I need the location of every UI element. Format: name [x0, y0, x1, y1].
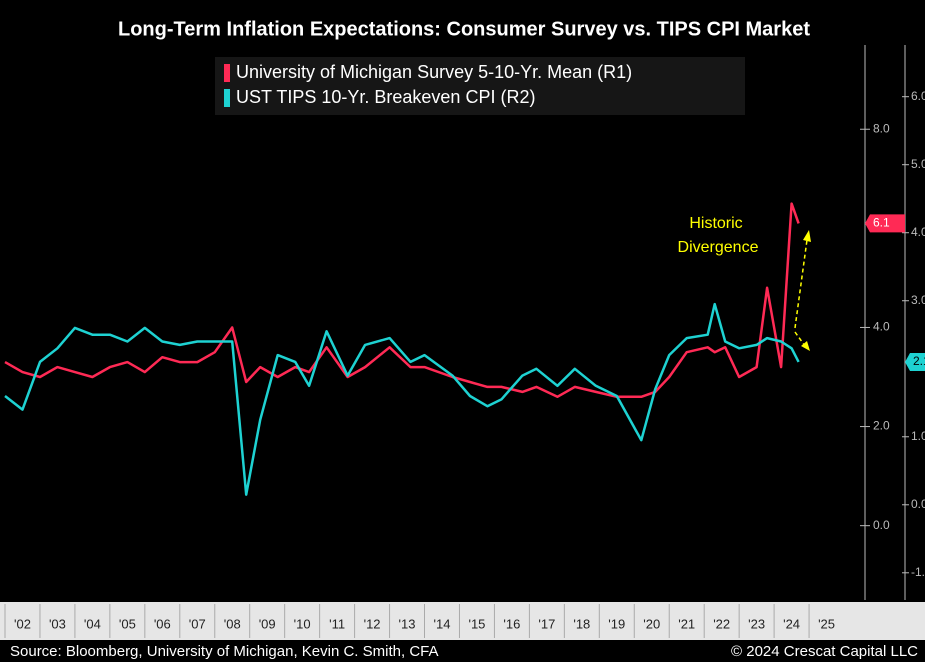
y2-tick-label: 5.0	[911, 157, 925, 171]
legend-swatch	[224, 64, 230, 82]
x-tick-label: '18	[573, 616, 590, 631]
last-value-label: 2.1	[913, 354, 925, 368]
arrow-head	[803, 230, 811, 242]
x-tick-label: '16	[503, 616, 520, 631]
legend-label: UST TIPS 10-Yr. Breakeven CPI (R2)	[236, 87, 535, 107]
annotation: Divergence	[678, 239, 759, 256]
x-tick-label: '13	[399, 616, 416, 631]
x-tick-label: '04	[84, 616, 101, 631]
last-value-tag	[865, 214, 905, 233]
x-tick-label: '25	[818, 616, 835, 631]
x-tick-label: '09	[259, 616, 276, 631]
x-tick-label: '05	[119, 616, 136, 631]
x-tick-label: '17	[538, 616, 555, 631]
source-note: Source: Bloomberg, University of Michiga…	[10, 643, 439, 660]
y-tick-label: 0.0	[873, 518, 890, 532]
last-value-tag	[905, 352, 925, 371]
y-tick-label: 8.0	[873, 121, 890, 135]
annotation-arrow	[794, 331, 806, 347]
x-tick-label: '11	[329, 616, 345, 631]
x-tick-label: '20	[643, 616, 660, 631]
series-line	[4, 302, 800, 496]
x-tick-label: '12	[364, 616, 381, 631]
legend-box	[215, 57, 745, 115]
x-axis-band	[0, 602, 925, 640]
legend-swatch	[224, 89, 230, 107]
x-tick-label: '03	[49, 616, 66, 631]
x-tick-label: '06	[154, 616, 171, 631]
x-tick-label: '02	[14, 616, 31, 631]
x-tick-label: '08	[224, 616, 241, 631]
x-tick-label: '19	[608, 616, 625, 631]
y-tick-label: 4.0	[873, 320, 890, 334]
annotation-arrow	[794, 239, 808, 329]
y2-tick-label: 1.0	[911, 429, 925, 443]
y2-tick-label: 4.0	[911, 225, 925, 239]
series-line	[4, 202, 800, 399]
last-value-label: 6.1	[873, 216, 890, 230]
x-tick-label: '15	[468, 616, 485, 631]
x-tick-label: '22	[713, 616, 730, 631]
legend-label: University of Michigan Survey 5-10-Yr. M…	[236, 62, 632, 82]
y2-tick-label: 0.0	[911, 497, 925, 511]
x-tick-label: '14	[434, 616, 451, 631]
chart-title: Long-Term Inflation Expectations: Consum…	[118, 18, 810, 40]
y2-tick-label: 3.0	[911, 293, 925, 307]
x-tick-label: '21	[678, 616, 695, 631]
credit: © 2024 Crescat Capital LLC	[731, 643, 918, 660]
x-tick-label: '07	[189, 616, 206, 631]
y2-tick-label: 6.0	[911, 89, 925, 103]
y-tick-label: 2.0	[873, 419, 890, 433]
arrow-head	[801, 341, 810, 351]
annotation: Historic	[689, 215, 742, 232]
x-tick-label: '24	[783, 616, 800, 631]
x-tick-label: '23	[748, 616, 765, 631]
x-tick-label: '10	[294, 616, 311, 631]
y2-tick-label: -1.0	[911, 565, 925, 579]
